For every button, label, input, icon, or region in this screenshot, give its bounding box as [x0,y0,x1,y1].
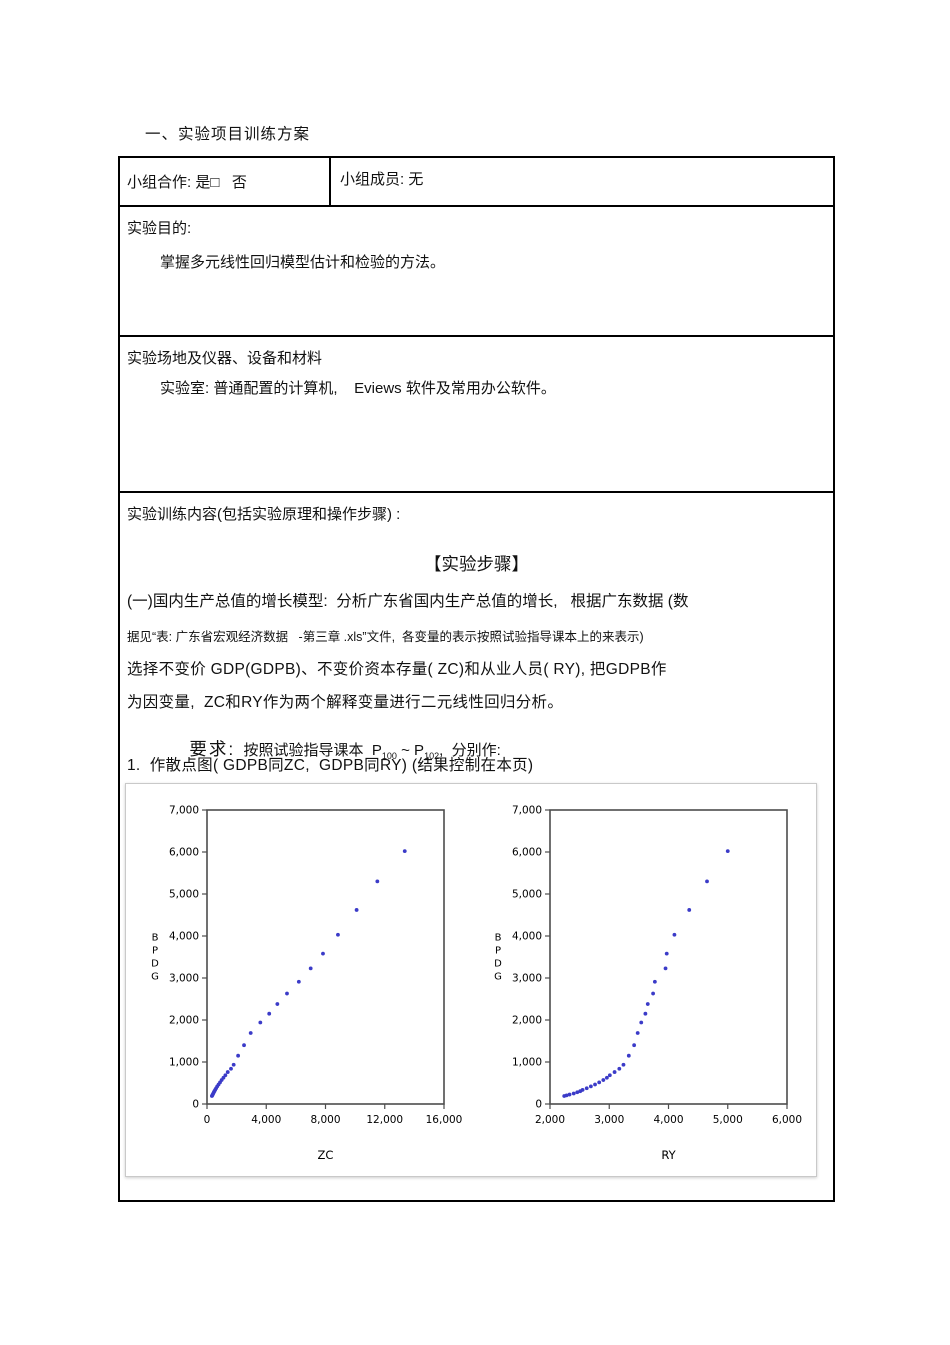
svg-text:2,000: 2,000 [169,1015,199,1027]
svg-text:G: G [151,972,159,983]
svg-text:2,000: 2,000 [535,1114,565,1126]
content-paragraph-2: 据见“表: 广东省宏观经济数据 -第三章 .xls”文件, 各变量的表示按照试验… [127,630,644,644]
scatter-chart-gdpb-zc: 0 1,000 2,000 3,000 4,000 5,000 6,000 7,000 0 4,0… [151,805,463,1163]
svg-text:0: 0 [535,1099,542,1111]
svg-text:0: 0 [204,1114,211,1126]
scatter-charts-panel: 0 1,000 2,000 3,000 4,000 5,000 6,000 7,000 0 4,0… [125,783,817,1177]
svg-text:0: 0 [192,1099,199,1111]
svg-text:5,000: 5,000 [512,889,542,901]
page-ref-2: P [414,742,425,759]
task-item-1: 1. 作散点图( GDPB同ZC, GDPB同RY) (结果控制在本页) [127,757,534,774]
page-ref-1: P [371,742,382,759]
page-ref-2-sub: 102 [424,751,440,761]
steps-title: 【实验步骤】 [424,554,529,574]
table-row-group: 小组合作: 是□ 否 小组成员: 无 [120,158,833,207]
equipment-heading: 实验场地及仪器、设备和材料 [127,350,323,367]
svg-text:6,000: 6,000 [512,847,542,859]
svg-text:B: B [495,933,502,944]
requirement-text-before: 按照试验指导课本 [235,742,372,759]
scatter-chart-gdpb-ry: 0 1,000 2,000 3,000 4,000 5,000 6,000 7,000 2,00… [494,805,802,1163]
svg-text:4,000: 4,000 [653,1114,683,1126]
svg-text:7,000: 7,000 [512,805,542,817]
svg-text:4,000: 4,000 [169,931,199,943]
svg-text:2,000: 2,000 [512,1015,542,1027]
requirement-text-after: , 分别作: [439,742,501,759]
svg-text:B: B [152,933,159,944]
page-ref-1-sub: 100 [381,751,397,761]
purpose-heading: 实验目的: [127,220,192,237]
requirement-line: 要求: 按照试验指导课本 P100 ~ P102, 分别作: [156,719,825,778]
page-title: 一、实验项目训练方案 [145,126,311,143]
svg-text:6,000: 6,000 [169,847,199,859]
svg-text:3,000: 3,000 [512,973,542,985]
content-paragraph-4: 为因变量, ZC和RY作为两个解释变量进行二元线性回归分析。 [127,694,564,711]
svg-text:4,000: 4,000 [251,1114,281,1126]
svg-text:16,000: 16,000 [426,1114,463,1126]
svg-text:3,000: 3,000 [169,973,199,985]
svg-text:RY: RY [661,1148,676,1162]
tilde: ~ [396,742,415,759]
svg-text:12,000: 12,000 [366,1114,403,1126]
equipment-body: 实验室: 普通配置的计算机, Eviews 软件及常用办公软件。 [160,380,556,397]
table-row-purpose: 实验目的: 掌握多元线性回归模型估计和检验的方法。 [120,207,833,337]
table-row-equipment: 实验场地及仪器、设备和材料 实验室: 普通配置的计算机, Eviews 软件及常… [120,337,833,493]
svg-text:ZC: ZC [318,1148,334,1162]
svg-text:7,000: 7,000 [169,805,199,817]
svg-text:D: D [494,959,502,970]
svg-text:D: D [151,959,159,970]
svg-text:6,000: 6,000 [772,1114,802,1126]
svg-text:G: G [494,972,502,983]
table-row-content: 实验训练内容(包括实验原理和操作步骤) : 【实验步骤】 (一)国内生产总值的增… [120,493,833,1196]
requirement-label: 要求: [189,739,236,759]
svg-text:1,000: 1,000 [169,1057,199,1069]
svg-text:P: P [152,946,158,957]
svg-text:5,000: 5,000 [713,1114,743,1126]
svg-text:P: P [495,946,501,957]
content-paragraph-1: (一)国内生产总值的增长模型: 分析广东省国内生产总值的增长, 根据广东数据 (… [127,593,689,610]
group-members-cell: 小组成员: 无 [340,171,424,188]
purpose-body: 掌握多元线性回归模型估计和检验的方法。 [160,254,446,271]
svg-text:1,000: 1,000 [512,1057,542,1069]
content-paragraph-3: 选择不变价 GDP(GDPB)、不变价资本存量( ZC)和从业人员( RY), … [127,661,667,678]
svg-text:4,000: 4,000 [512,931,542,943]
group-cooperation-cell: 小组合作: 是□ 否 [120,158,331,205]
content-heading: 实验训练内容(包括实验原理和操作步骤) : [127,506,401,523]
svg-text:3,000: 3,000 [594,1114,624,1126]
svg-text:8,000: 8,000 [310,1114,340,1126]
svg-text:5,000: 5,000 [169,889,199,901]
experiment-plan-table: 小组合作: 是□ 否 小组成员: 无 实验目的: 掌握多元线性回归模型估计和检验… [118,156,835,1202]
